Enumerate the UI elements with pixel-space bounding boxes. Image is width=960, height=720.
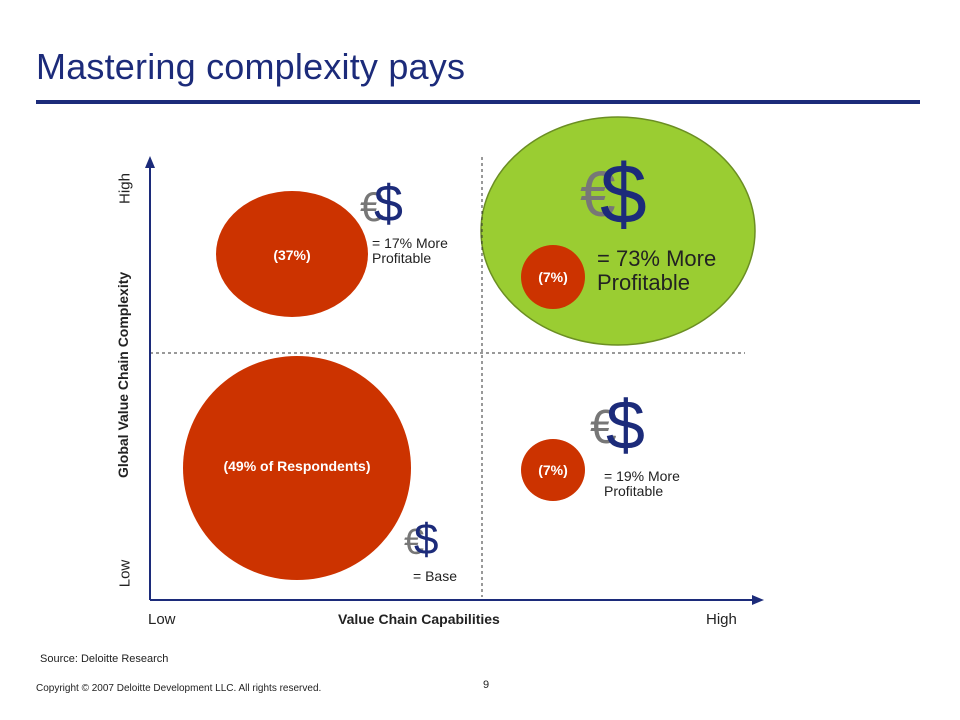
slide-title: Mastering complexity pays bbox=[36, 46, 466, 87]
source-note: Source: Deloitte Research bbox=[40, 653, 169, 665]
euro-icon: € bbox=[360, 183, 384, 230]
bottom-left-annotation: = Base bbox=[413, 568, 457, 584]
euro-icon: € bbox=[404, 521, 425, 562]
y-axis-high-label: High bbox=[116, 173, 134, 204]
top-left-annotation: = 17% More Profitable bbox=[372, 235, 448, 267]
x-axis-title: Value Chain Capabilities bbox=[338, 611, 500, 627]
bubble-49-label: (49% of Respondents) bbox=[223, 458, 371, 474]
dollar-icon: $ bbox=[606, 386, 645, 464]
dollar-icon: $ bbox=[374, 175, 403, 233]
euro-icon: € bbox=[580, 158, 616, 230]
x-axis-high-label: High bbox=[706, 611, 737, 628]
title-underline bbox=[36, 100, 920, 104]
bubble-37 bbox=[216, 191, 368, 317]
y-axis-title: Global Value Chain Complexity bbox=[115, 271, 131, 478]
bubble-37-label: (37%) bbox=[273, 247, 311, 263]
bubble-7-top-label: (7%) bbox=[538, 269, 568, 285]
bottom-right-annotation: = 19% More Profitable bbox=[604, 468, 680, 500]
bubble-7-top bbox=[521, 245, 585, 309]
dollar-icon: $ bbox=[600, 147, 647, 241]
bubble-49 bbox=[183, 356, 411, 580]
euro-dollar-icon: € $ bbox=[580, 152, 680, 242]
bubble-7-bottom bbox=[521, 439, 585, 501]
x-axis-arrow bbox=[752, 595, 764, 605]
page-number: 9 bbox=[483, 679, 490, 691]
copyright-notice: Copyright © 2007 Deloitte Development LL… bbox=[36, 683, 322, 694]
euro-icon: € bbox=[590, 401, 617, 454]
y-axis-arrow bbox=[145, 156, 155, 168]
bubble-7-bottom-label: (7%) bbox=[538, 462, 568, 478]
euro-dollar-icon: € $ bbox=[590, 390, 680, 470]
euro-dollar-icon: € $ bbox=[360, 178, 420, 238]
euro-dollar-icon: € $ bbox=[404, 518, 464, 568]
top-right-annotation: = 73% More Profitable bbox=[597, 246, 717, 295]
dollar-icon: $ bbox=[414, 515, 439, 564]
y-axis-low-label: Low bbox=[116, 559, 134, 588]
x-axis-low-label: Low bbox=[148, 611, 176, 628]
